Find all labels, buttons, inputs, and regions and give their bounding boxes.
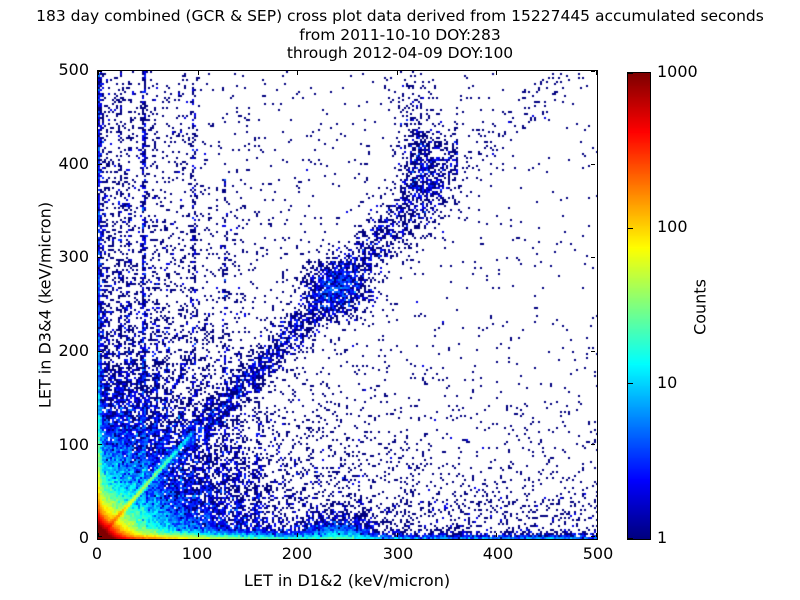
plot-area — [97, 70, 598, 540]
tick-mark — [628, 383, 633, 384]
tick-mark — [596, 533, 597, 537]
colorbar-tick-label-100: 100 — [657, 217, 688, 236]
tick-mark — [98, 257, 102, 258]
tick-mark — [98, 533, 99, 537]
tick-mark — [496, 71, 497, 75]
chart-title-line-1: 183 day combined (GCR & SEP) cross plot … — [36, 7, 764, 25]
colorbar-tick-label-10: 10 — [657, 373, 678, 392]
tick-mark — [591, 351, 595, 352]
tick-mark — [98, 71, 102, 72]
y-axis-label: LET in D3&4 (keV/micron) — [35, 201, 55, 409]
x-tick-label-3: 300 — [382, 544, 414, 563]
colorbar-axis-label: Counts — [690, 279, 710, 335]
tick-mark — [98, 444, 102, 445]
colorbar-tick-label-1: 1 — [657, 528, 668, 547]
tick-mark — [628, 73, 633, 74]
tick-mark — [297, 533, 298, 537]
tick-mark — [98, 164, 102, 165]
colorbar — [627, 72, 651, 540]
tick-mark — [397, 533, 398, 537]
colorbar-gradient-canvas — [628, 73, 650, 539]
tick-mark — [596, 71, 597, 75]
y-tick-label-1: 100 — [58, 435, 89, 454]
chart-title-line-2: from 2011-10-10 DOY:283 — [299, 26, 501, 44]
y-tick-label-2: 200 — [58, 341, 89, 360]
chart-title-line-3: through 2012-04-09 DOY:100 — [286, 44, 514, 62]
tick-mark — [98, 536, 102, 537]
y-tick-label-0: 0 — [78, 528, 89, 547]
tick-mark — [98, 71, 99, 75]
tick-mark — [198, 71, 199, 75]
x-tick-label-1: 100 — [181, 544, 213, 563]
y-tick-label-3: 300 — [58, 247, 89, 266]
tick-mark — [591, 536, 595, 537]
y-tick-label-4: 400 — [58, 154, 89, 173]
x-tick-label-2: 200 — [281, 544, 313, 563]
x-tick-label-0: 0 — [91, 544, 103, 563]
tick-mark — [198, 533, 199, 537]
tick-mark — [591, 444, 595, 445]
tick-mark — [297, 71, 298, 75]
tick-mark — [628, 538, 633, 539]
tick-mark — [397, 71, 398, 75]
tick-mark — [98, 351, 102, 352]
tick-mark — [496, 533, 497, 537]
y-tick-label-5: 500 — [58, 60, 89, 79]
tick-mark — [591, 164, 595, 165]
x-axis-label: LET in D1&2 (keV/micron) — [243, 571, 451, 590]
x-tick-label-5: 500 — [582, 544, 614, 563]
x-tick-label-4: 400 — [482, 544, 514, 563]
tick-mark — [591, 71, 595, 72]
colorbar-tick-label-1000: 1000 — [657, 62, 698, 81]
tick-mark — [591, 257, 595, 258]
tick-mark — [628, 228, 633, 229]
heatmap-canvas — [98, 71, 597, 539]
